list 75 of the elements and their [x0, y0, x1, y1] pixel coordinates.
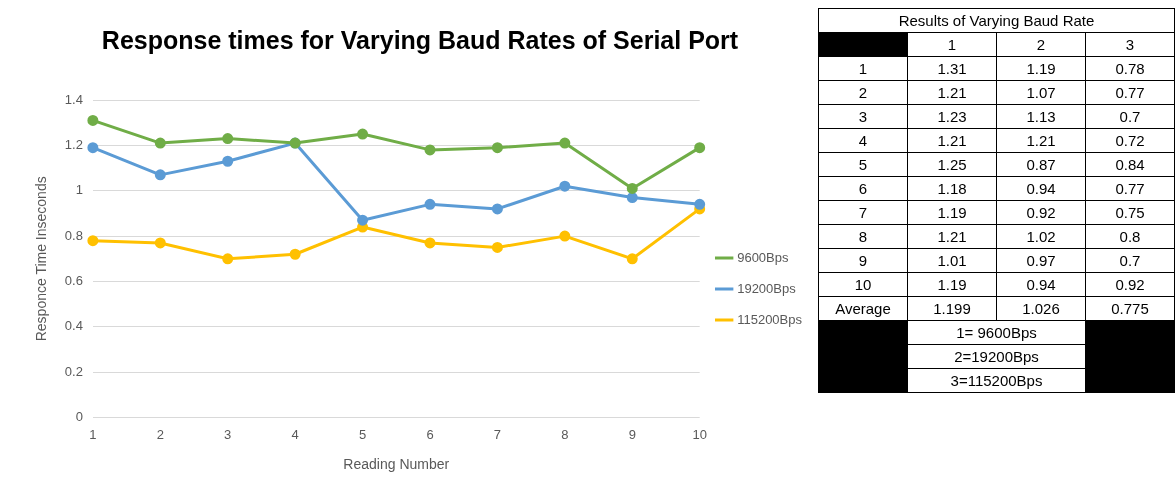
y-tick-label: 2 — [818, 80, 908, 105]
x-tick-label: 9 — [628, 426, 636, 442]
legend-label: 115200Bps — [737, 311, 803, 327]
y-tick-label: 1.4 — [64, 91, 83, 107]
y-tick-label: 5 — [818, 152, 908, 177]
data-label: 1.199 — [907, 296, 997, 321]
data-label: 0.7 — [1085, 248, 1175, 273]
data-label: 1.07 — [996, 80, 1086, 105]
y-tick-label: 0.8 — [64, 227, 83, 243]
data-label: 0.775 — [1085, 296, 1175, 321]
y-tick-label: 8 — [818, 224, 908, 249]
data-label: 0.92 — [996, 200, 1086, 225]
data-label: 0.97 — [996, 248, 1086, 273]
data-label: 1.25 — [907, 152, 997, 177]
text: 2=19200Bps — [907, 344, 1086, 369]
y-axis-title: Responce Time Inseconds — [33, 176, 50, 342]
y-tick-label: 0 — [75, 409, 83, 425]
y-tick-label: 6 — [818, 176, 908, 201]
x-tick-label: 7 — [493, 426, 502, 442]
data-label: 1.01 — [907, 248, 997, 273]
data-label: 0.72 — [1085, 128, 1175, 153]
y-tick-label: 10 — [818, 272, 908, 297]
x-tick-label: 1 — [89, 426, 97, 442]
data-label: 1.02 — [996, 224, 1086, 249]
x-tick-label: 3 — [224, 426, 232, 442]
data-label: 0.7 — [1085, 104, 1175, 129]
x-tick-label: 5 — [358, 426, 367, 442]
legend-label: 9600Bps — [737, 249, 789, 265]
data-label: 0.94 — [996, 272, 1086, 297]
data-label: 0.92 — [1085, 272, 1175, 297]
data-label: 1.21 — [996, 128, 1086, 153]
x-axis-title: Reading Number — [343, 456, 450, 473]
data-label: 1.21 — [907, 80, 997, 105]
data-label: 0.94 — [996, 176, 1086, 201]
x-tick-label: 6 — [426, 426, 434, 442]
data-label: 1.31 — [907, 56, 997, 81]
data-label: 1.21 — [907, 224, 997, 249]
y-tick-label: 1 — [75, 182, 83, 198]
chart-title: Response times for Varying Baud Rates of Serial Port — [100, 26, 740, 55]
y-tick-label: 3 — [818, 104, 908, 129]
data-label: 0.77 — [1085, 80, 1175, 105]
data-label: 1.23 — [907, 104, 997, 129]
data-label: 0.78 — [1085, 56, 1175, 81]
data-label: 0.84 — [1085, 152, 1175, 177]
x-tick-label: 8 — [561, 426, 569, 442]
y-tick-label: 0.6 — [64, 273, 83, 289]
data-label: 1.026 — [996, 296, 1086, 321]
text: 3=115200Bps — [907, 368, 1086, 393]
data-label: 0.87 — [996, 152, 1086, 177]
y-tick-label: 4 — [818, 128, 908, 153]
data-label: 0.77 — [1085, 176, 1175, 201]
legend-label: 19200Bps — [737, 280, 797, 296]
x-tick-label: 4 — [291, 426, 299, 442]
x-tick-label: 10 — [692, 426, 707, 442]
data-label: 0.75 — [1085, 200, 1175, 225]
text: 1= 9600Bps — [907, 320, 1086, 345]
x-tick-label: 2 — [156, 426, 164, 442]
y-tick-label: 0.4 — [64, 318, 83, 334]
x-tick-label: 3 — [1085, 32, 1175, 57]
y-tick-label: 1.2 — [64, 136, 83, 152]
data-label: 0.8 — [1085, 224, 1175, 249]
data-label: 1.18 — [907, 176, 997, 201]
data-label: 1.13 — [996, 104, 1086, 129]
y-tick-label: 7 — [818, 200, 908, 225]
data-label: 1.19 — [996, 56, 1086, 81]
data-label: 1.19 — [907, 200, 997, 225]
y-tick-label: 9 — [818, 248, 908, 273]
data-label: 1.21 — [907, 128, 997, 153]
chart-title: Results of Varying Baud Rate — [818, 8, 1175, 33]
y-tick-label: Average — [818, 296, 908, 321]
y-tick-label: 1 — [818, 56, 908, 81]
data-label: 1.19 — [907, 272, 997, 297]
x-tick-label: 2 — [996, 32, 1086, 57]
y-tick-label: 0.2 — [64, 363, 83, 379]
x-tick-label: 1 — [907, 32, 997, 57]
